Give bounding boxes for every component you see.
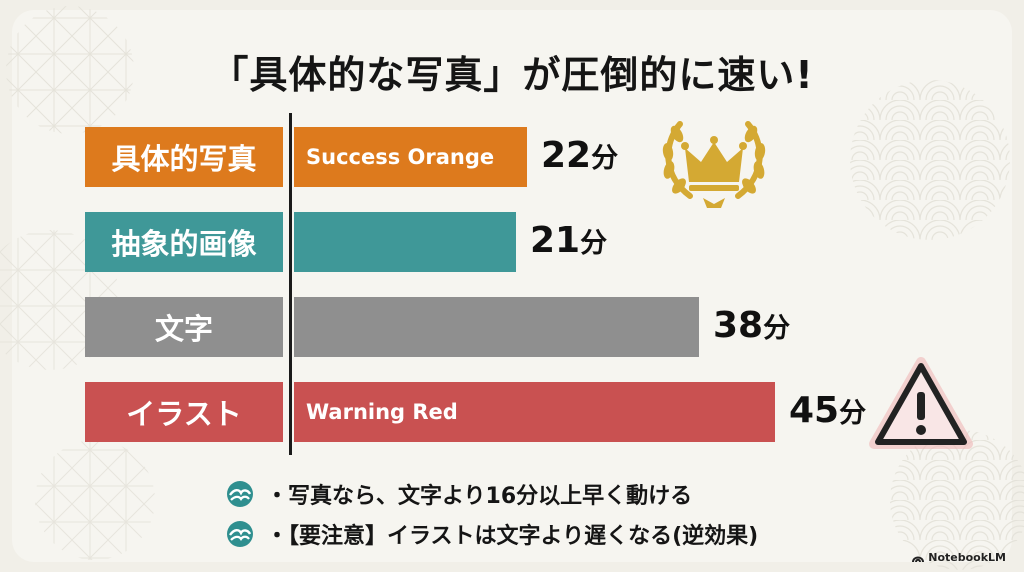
bullet-list: ・写真なら、文字より16分以上早く動ける ・【要注意】イラストは文字より遅くなる… bbox=[226, 474, 758, 554]
category-label: 抽象的画像 bbox=[85, 212, 283, 272]
data-label: 21分 bbox=[530, 220, 607, 261]
category-label: 文字 bbox=[85, 297, 283, 357]
category-label: 具体的写真 bbox=[85, 127, 283, 187]
brand-watermark: NotebookLM bbox=[912, 551, 1006, 564]
page-title: 「具体的な写真」が圧倒的に速い! bbox=[210, 53, 814, 97]
data-label-value: 22 bbox=[541, 135, 592, 176]
wave-icon bbox=[227, 481, 253, 507]
bar-inner-label: Warning Red bbox=[306, 400, 458, 424]
bullet-text: ・写真なら、文字より16分以上早く動ける bbox=[266, 484, 693, 509]
bar bbox=[294, 297, 699, 357]
data-label-value: 21 bbox=[530, 220, 581, 261]
warning-icon bbox=[869, 357, 973, 449]
notebooklm-logo-icon bbox=[912, 556, 925, 562]
data-label: 22分 bbox=[541, 135, 618, 176]
data-label-unit: 分 bbox=[591, 143, 619, 174]
data-label: 45分 bbox=[789, 390, 866, 431]
category-label: イラスト bbox=[85, 382, 283, 442]
brand-label: NotebookLM bbox=[928, 551, 1006, 564]
data-label-unit: 分 bbox=[839, 398, 867, 429]
crown-icon bbox=[662, 121, 766, 208]
data-label: 38分 bbox=[713, 305, 790, 346]
data-label-unit: 分 bbox=[763, 313, 791, 344]
wave-icon bbox=[227, 521, 253, 547]
bullet-text: ・【要注意】イラストは文字より遅くなる(逆効果) bbox=[266, 524, 759, 549]
data-label-value: 38 bbox=[713, 305, 764, 346]
bar-inner-label: Success Orange bbox=[306, 145, 495, 169]
data-label-value: 45 bbox=[789, 390, 840, 431]
bar: Warning Red bbox=[294, 382, 775, 442]
bar bbox=[294, 212, 516, 272]
data-label-unit: 分 bbox=[580, 228, 608, 259]
bullet-item: ・写真なら、文字より16分以上早く動ける bbox=[226, 474, 758, 514]
bar: Success Orange bbox=[294, 127, 527, 187]
bullet-item: ・【要注意】イラストは文字より遅くなる(逆効果) bbox=[226, 514, 758, 554]
y-axis-line bbox=[289, 113, 292, 455]
